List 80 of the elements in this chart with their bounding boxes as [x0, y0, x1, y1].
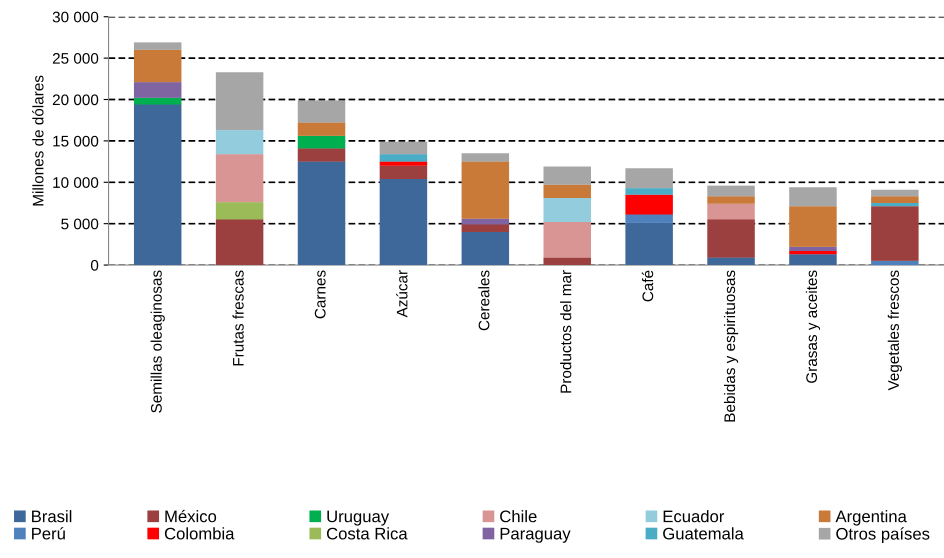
- y-tick-label: 5 000: [61, 218, 98, 230]
- bar: [625, 214, 673, 223]
- legend-label: Uruguay: [327, 510, 390, 526]
- legend-label: Argentina: [836, 510, 907, 526]
- bar: [380, 142, 428, 154]
- bar: [216, 72, 264, 130]
- x-tick-label: Azúcar: [396, 270, 408, 318]
- bar: [134, 104, 182, 266]
- bar: [871, 196, 919, 203]
- bar: [707, 186, 755, 196]
- bar: [707, 196, 755, 204]
- x-tick-label: Semillas oleaginosas: [150, 270, 165, 413]
- legend-label: Costa Rica: [326, 527, 408, 540]
- bar: [134, 82, 182, 98]
- bar: [380, 162, 428, 166]
- bar: [789, 206, 837, 247]
- bar: [543, 222, 591, 258]
- legend-label: Guatemala: [663, 527, 744, 540]
- y-tick-label: 30 000: [52, 12, 98, 22]
- bar: [789, 250, 837, 254]
- y-tick-label: 25 000: [52, 52, 98, 64]
- bar: [543, 166, 591, 185]
- y-tick-label: 20 000: [52, 94, 98, 106]
- bar: [625, 188, 673, 195]
- legend-label: Paraguay: [500, 528, 571, 543]
- bar: [871, 260, 919, 266]
- bar: [380, 166, 428, 179]
- bar: [216, 220, 264, 266]
- legend-label: Colombia: [164, 527, 234, 540]
- x-tick-label: Bebidas y espirituosas: [724, 270, 738, 422]
- x-tick-label: Carnes: [314, 270, 326, 318]
- bar: [789, 254, 837, 266]
- bar: [462, 218, 510, 224]
- legend-label: Ecuador: [664, 510, 724, 522]
- x-tick-label: Cereales: [478, 270, 490, 330]
- legend-label: Perú: [32, 527, 65, 540]
- x-tick-label: Vegetales frescos: [888, 270, 902, 390]
- bar: [543, 198, 591, 222]
- bar: [298, 122, 346, 136]
- x-tick-label: Café: [642, 270, 654, 302]
- bar: [298, 136, 346, 148]
- bar: [707, 220, 755, 258]
- bar: [625, 194, 673, 215]
- bar: [380, 154, 428, 162]
- legend-label: Otros países: [836, 527, 930, 543]
- legend-label: Chile: [500, 510, 537, 522]
- bar: [543, 184, 591, 198]
- x-tick-label: Productos del mar: [560, 270, 572, 393]
- bar: [462, 232, 510, 266]
- bar: [462, 224, 510, 232]
- bar: [871, 190, 919, 196]
- bar: [216, 202, 264, 220]
- x-tick-label: Grasas y aceites: [806, 270, 820, 383]
- y-axis-title: Millones de dólares: [32, 76, 44, 206]
- bar: [462, 162, 510, 219]
- bar: [871, 206, 919, 261]
- legend-label: Brasil: [32, 510, 72, 522]
- bar: [134, 42, 182, 50]
- bar: [380, 178, 428, 266]
- bar: [462, 153, 510, 162]
- bar: [298, 100, 346, 123]
- legend-label: México: [165, 510, 216, 522]
- bar: [707, 204, 755, 220]
- bar: [625, 222, 673, 266]
- bar: [298, 162, 346, 266]
- bar: [789, 187, 837, 206]
- bar: [789, 246, 837, 251]
- bar: [707, 258, 755, 266]
- bar: [216, 130, 264, 154]
- bar: [625, 168, 673, 188]
- bar: [134, 50, 182, 82]
- bar: [134, 98, 182, 104]
- bar: [871, 202, 919, 206]
- x-tick-label: Frutas frescas: [232, 270, 244, 366]
- bar: [298, 148, 346, 162]
- y-tick-label: 15 000: [53, 136, 98, 147]
- y-tick-label: 10 000: [53, 177, 98, 188]
- bar: [543, 258, 591, 266]
- y-tick-label: 0: [90, 260, 98, 271]
- bar: [216, 154, 264, 202]
